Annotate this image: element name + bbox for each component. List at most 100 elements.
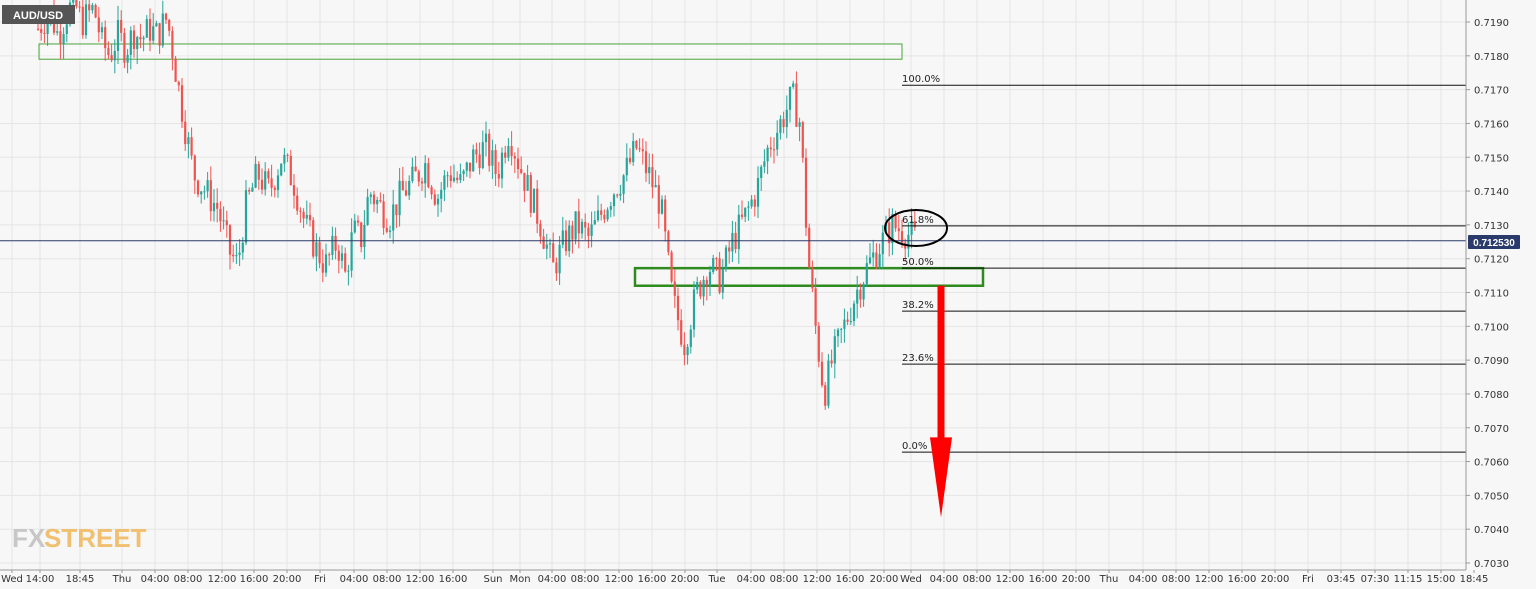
candle-body — [212, 202, 216, 212]
candle-body — [635, 141, 638, 149]
time-axis[interactable]: Wed 14:00 18:45 Thu 04:00 08:00 12:00 16:00 20:0… — [1, 570, 1488, 585]
candle-body — [100, 27, 104, 33]
candle-body — [881, 232, 884, 255]
candle-body — [497, 173, 500, 179]
candle-body — [225, 220, 228, 226]
candle-body — [350, 232, 353, 271]
candle-body — [686, 347, 689, 356]
candle-body — [760, 166, 763, 179]
candle-body — [139, 37, 142, 40]
candle-body — [897, 228, 900, 232]
candle-body — [478, 154, 481, 169]
candle-body — [152, 26, 155, 41]
candle-body — [84, 4, 88, 36]
fib-level-label: 23.6% — [902, 353, 934, 364]
candle-body — [110, 55, 113, 61]
candle-body — [625, 157, 628, 176]
x-tick-label: 11:15 — [1394, 574, 1423, 585]
x-tick-label: 04:00 — [1129, 574, 1158, 585]
candle-body — [72, 0, 75, 3]
candle-body — [289, 155, 292, 186]
candle-body — [203, 191, 206, 193]
x-tick-label: 07:30 — [1361, 574, 1390, 585]
candle-body — [379, 199, 382, 202]
candle-body — [776, 132, 779, 150]
candle-body — [849, 321, 852, 323]
candle-body — [782, 119, 785, 128]
candle-body — [481, 142, 484, 169]
candle-body — [238, 252, 241, 256]
x-tick-label: 08:00 — [1162, 574, 1191, 585]
current-price-label: 0.712530 — [1473, 238, 1515, 249]
candle-body — [81, 6, 84, 36]
candle-body — [836, 329, 840, 337]
candle-body — [148, 19, 152, 41]
candle-body — [504, 152, 507, 158]
candle-body — [113, 50, 116, 61]
candle-body — [398, 180, 401, 216]
candle-body — [852, 303, 856, 322]
candle-body — [872, 252, 875, 258]
candle-body — [648, 167, 651, 174]
candle-body — [120, 19, 123, 33]
candle-body — [292, 185, 296, 196]
candle-body — [529, 174, 532, 213]
candle-body — [862, 284, 865, 300]
candle-body — [334, 235, 337, 251]
candle-body — [356, 220, 360, 223]
candle-body — [408, 180, 411, 196]
candle-body — [136, 37, 139, 49]
candle-body — [910, 221, 913, 235]
candle-body — [737, 214, 740, 250]
candle-body — [273, 187, 276, 191]
candle-body — [520, 169, 523, 173]
candle-body — [654, 184, 657, 188]
candle-body — [222, 220, 225, 222]
x-tick-label: Thu — [112, 574, 132, 585]
candle-body — [401, 180, 404, 191]
candle-body — [286, 154, 289, 156]
candle-body — [280, 163, 283, 176]
candle-body — [769, 147, 772, 150]
candle-body — [875, 252, 878, 268]
fib-level-label: 0.0% — [902, 441, 927, 452]
fib-level-label: 38.2% — [902, 300, 934, 311]
x-tick-label: Wed — [1, 574, 23, 585]
candle-body — [548, 243, 552, 245]
candle-body — [728, 247, 731, 252]
candle-body — [228, 225, 232, 255]
candle-body — [251, 187, 254, 192]
candle-body — [184, 121, 187, 145]
candle-body — [254, 163, 257, 188]
candle-body — [513, 156, 516, 159]
candle-body — [532, 188, 536, 213]
candle-body — [712, 258, 715, 273]
candle-body — [123, 32, 126, 63]
price-axis[interactable]: 0.7190 0.7180 0.7170 0.7160 0.7150 0.7140 0.71… — [1466, 18, 1509, 570]
candle-body — [305, 214, 308, 219]
candle-body — [638, 148, 641, 150]
candle-body — [414, 166, 417, 172]
watermark-fx: FX — [12, 523, 46, 553]
candle-body — [878, 254, 881, 268]
candle-body — [283, 154, 286, 164]
grid-lines — [0, 0, 1466, 570]
candle-body — [766, 147, 769, 162]
candle-body — [270, 178, 273, 188]
candle-body — [676, 295, 680, 321]
candle-body — [235, 255, 238, 257]
candle-body — [299, 210, 302, 212]
candle-body — [673, 281, 676, 296]
candle-body — [158, 23, 161, 46]
candle-body — [612, 194, 616, 207]
symbol-text: AUD/USD — [13, 10, 63, 22]
candle-body — [708, 272, 712, 287]
candle-body — [459, 174, 462, 181]
candle-body — [593, 220, 596, 225]
x-tick-label: 04:00 — [737, 574, 766, 585]
candle-body — [206, 180, 209, 192]
symbol-label[interactable]: AUD/USD — [2, 5, 75, 24]
y-tick-label: 0.7160 — [1474, 119, 1509, 130]
